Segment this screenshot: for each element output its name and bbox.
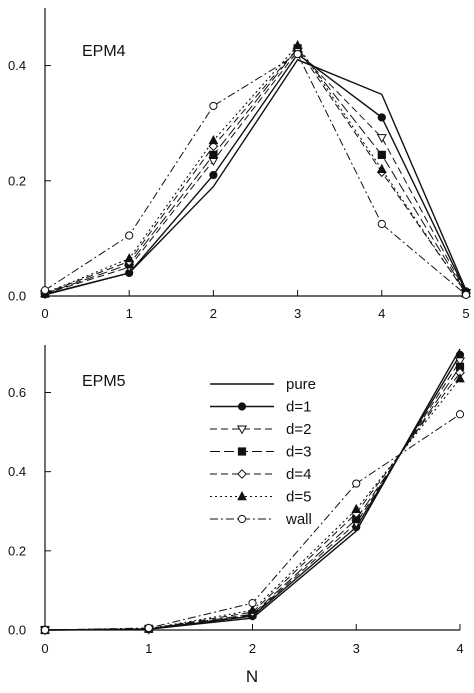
y-tick-label: 0.0 [8,623,26,638]
series-line-wall [44,53,467,296]
series-line-d=1 [44,53,467,295]
x-tick-label: 2 [249,641,256,656]
legend-label-d=4: d=4 [286,466,311,483]
data-point-d=3 [377,150,386,159]
x-tick-label: 2 [210,306,217,321]
data-point-wall [293,49,302,59]
legend-marker-d=3 [237,447,247,456]
data-point-d=3 [209,150,218,159]
data-point-wall [40,625,50,635]
data-point-wall [209,101,218,111]
y-tick-label: 0.2 [8,173,26,188]
data-point-wall [40,286,50,295]
x-tick-label: 3 [294,306,301,321]
data-point-d=5 [124,253,135,263]
x-tick-label: 0 [41,641,48,656]
legend-label-d=5: d=5 [286,489,311,506]
panel-epm4: 0 1 2 3 4 5 0.0 0.2 0.4 EPM4 [8,8,472,321]
series-line-d=2 [44,50,467,295]
data-point-d=5 [247,604,258,614]
data-point-d=5 [455,373,465,383]
data-point-d=2 [454,357,466,367]
x-tick-label: 3 [353,641,360,656]
series-line-d=2 [44,360,461,631]
data-point-wall [352,479,361,488]
legend: pure d=1 d=2 d=3 d=4 d=5 wall [210,376,316,528]
legend-marker-d=5 [237,491,247,501]
series-line-d=4 [44,47,467,294]
y-tick-label: 0.0 [8,289,26,304]
y-tick-label: 0.2 [8,543,26,558]
data-point-wall [377,219,386,229]
data-point-wall [144,623,153,633]
legend-label-d=1: d=1 [286,399,311,416]
series-line-d=5 [44,378,461,631]
data-point-d=2 [376,134,387,144]
series-line-wall [44,413,461,631]
x-tick-label: 0 [41,306,48,321]
series-line-pure [44,348,461,631]
data-point-d=1 [209,170,218,180]
series-line-d=4 [44,372,461,631]
series-line-d=1 [44,354,461,631]
legend-marker-wall [237,514,247,524]
legend-label-pure: pure [286,376,316,393]
legend-label-d=2: d=2 [286,421,311,438]
data-point-d=5 [376,163,387,173]
panel-label: EPM4 [82,43,126,60]
data-point-d=5 [208,135,219,145]
y-tick-label: 0.4 [8,464,26,479]
legend-marker-d=1 [237,402,247,411]
x-axis-label: N [246,667,258,686]
legend-marker-d=2 [236,425,248,435]
data-point-d=5 [292,39,303,50]
data-point-d=1 [377,113,386,122]
y-tick-label: 0.4 [8,58,26,73]
series-line-d=3 [44,366,461,631]
series-line-d=5 [44,44,467,295]
data-point-wall [461,290,471,299]
legend-label-wall: wall [285,511,312,528]
series-line-d=3 [44,47,467,295]
x-tick-label: 1 [126,306,133,321]
data-point-d=5 [351,503,362,513]
y-tick-label: 0.6 [8,385,26,400]
x-tick-label: 1 [145,641,152,656]
x-tick-label: 4 [456,641,463,656]
panel-label: EPM5 [82,373,126,390]
legend-marker-d=4 [237,469,247,479]
series-line-pure [44,58,467,296]
x-tick-label: 4 [378,306,385,321]
x-tick-label: 5 [462,306,469,321]
data-point-wall [125,231,134,240]
data-point-wall [455,410,465,419]
legend-label-d=3: d=3 [286,444,311,461]
data-point-wall [248,598,257,608]
